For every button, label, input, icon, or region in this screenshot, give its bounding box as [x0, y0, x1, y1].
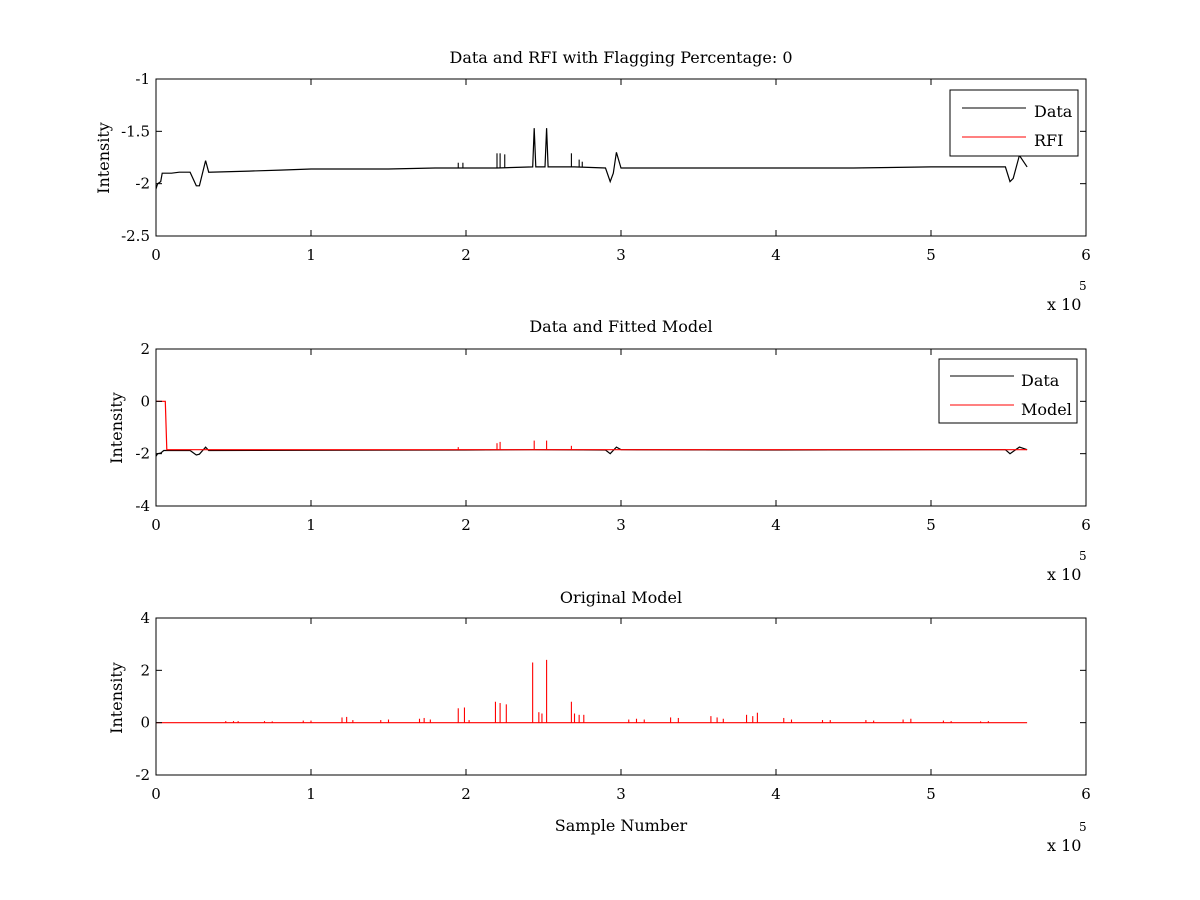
subplot-fitted-model: Data and Fitted Model Intensity 0 1 2 3 4 5 6 -…	[107, 317, 1091, 584]
y-tick-label: 2	[140, 340, 150, 358]
plot-title: Data and Fitted Model	[529, 317, 712, 336]
y-tick-label: -2	[135, 445, 150, 463]
x-tick-label: 6	[1081, 516, 1091, 534]
x-multiplier-exponent: 5	[1079, 549, 1087, 563]
x-tick-label: 5	[926, 516, 936, 534]
legend: Data RFI	[949, 89, 1079, 157]
x-multiplier-exponent: 5	[1079, 279, 1087, 293]
x-axis-label: Sample Number	[555, 816, 688, 835]
y-tick-label: 0	[140, 714, 150, 732]
data-line	[155, 446, 1028, 457]
model-line	[156, 400, 1028, 451]
y-tick-label: -4	[135, 497, 150, 515]
y-tick-label: -2	[135, 175, 150, 193]
data-line	[155, 128, 1028, 190]
x-tick-label: 5	[926, 246, 936, 264]
x-tick-label: 4	[771, 516, 781, 534]
x-tick-label: 5	[926, 785, 936, 803]
subplot-data-rfi: Data and RFI with Flagging Percentage: 0…	[94, 48, 1091, 314]
y-tick-label: 2	[140, 661, 150, 679]
legend-box	[949, 89, 1079, 157]
x-tick-label: 6	[1081, 785, 1091, 803]
x-tick-label: 3	[616, 516, 626, 534]
legend-box	[938, 358, 1078, 424]
x-multiplier-exponent: 5	[1079, 820, 1087, 834]
y-tick-label: -1.5	[121, 122, 150, 140]
x-tick-label: 6	[1081, 246, 1091, 264]
x-tick-label: 0	[151, 516, 161, 534]
plot-title: Data and RFI with Flagging Percentage: 0	[449, 48, 792, 67]
x-tick-label: 4	[771, 246, 781, 264]
y-tick-label: 4	[140, 609, 150, 627]
x-tick-label: 2	[461, 246, 471, 264]
x-tick-label: 1	[306, 516, 316, 534]
x-multiplier-label: x 10	[1047, 565, 1081, 584]
series-group	[155, 400, 1028, 457]
x-tick-label: 0	[151, 785, 161, 803]
x-multiplier-label: x 10	[1047, 836, 1081, 855]
legend-label-data: Data	[1034, 102, 1073, 121]
legend: Data Model	[938, 358, 1078, 424]
legend-label-model: Model	[1021, 400, 1072, 419]
x-tick-label: 4	[771, 785, 781, 803]
series-group	[156, 659, 1028, 724]
legend-label-rfi: RFI	[1034, 131, 1063, 150]
y-axis-label: Intensity	[94, 122, 113, 194]
tick-group: 0 1 2 3 4 5 6 -4 -2 0 2	[135, 340, 1090, 534]
x-multiplier-label: x 10	[1047, 295, 1081, 314]
x-tick-label: 2	[461, 516, 471, 534]
x-tick-label: 0	[151, 246, 161, 264]
plot-title: Original Model	[560, 588, 682, 607]
x-tick-label: 1	[306, 246, 316, 264]
y-tick-label: -2	[135, 766, 150, 784]
y-axis-label: Intensity	[107, 392, 126, 464]
plot-frame	[155, 617, 1087, 776]
y-tick-label: 0	[140, 392, 150, 410]
y-axis-label: Intensity	[107, 662, 126, 734]
x-tick-label: 3	[616, 246, 626, 264]
legend-label-data: Data	[1021, 371, 1060, 390]
tick-group: 0 1 2 3 4 5 6 -2.5 -2 -1.5 -1	[121, 70, 1091, 264]
series-group	[155, 128, 1028, 190]
y-tick-label: -1	[135, 70, 150, 88]
x-tick-label: 1	[306, 785, 316, 803]
x-tick-label: 2	[461, 785, 471, 803]
y-tick-label: -2.5	[121, 227, 150, 245]
plot-frame	[155, 78, 1087, 237]
x-tick-label: 3	[616, 785, 626, 803]
